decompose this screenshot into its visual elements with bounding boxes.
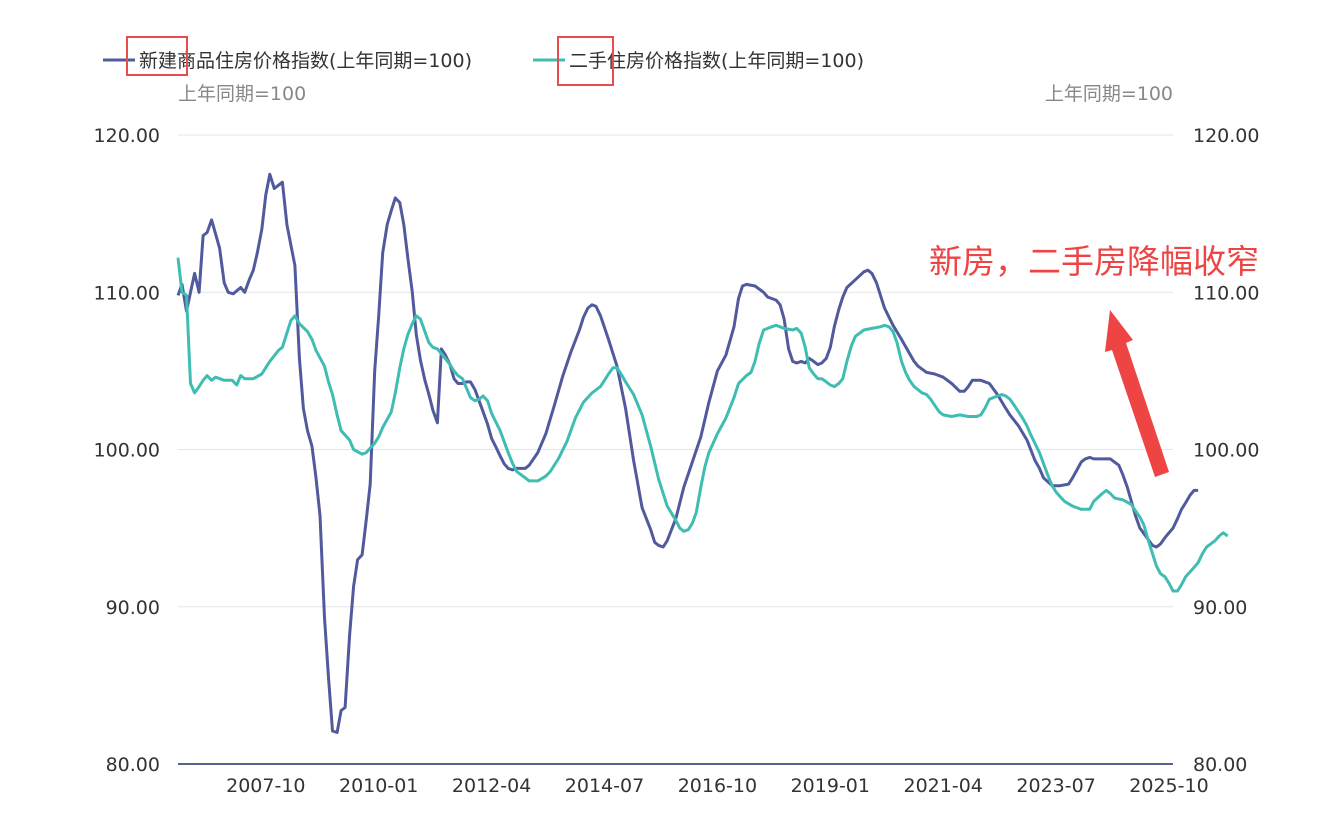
x-tick-label: 2021-04 (903, 775, 982, 797)
y-tick-label-right: 100.00 (1193, 440, 1259, 462)
legend-item-second-hand[interactable]: 二手住房价格指数(上年同期=100) (533, 36, 864, 86)
y-tick-label-left: 110.00 (94, 282, 160, 304)
y-axis-left-unit: 上年同期=100 (178, 83, 306, 105)
legend[interactable]: 新建商品住房价格指数(上年同期=100) 二手住房价格指数(上年同期=100) (103, 36, 864, 86)
y-tick-label-right: 90.00 (1193, 597, 1247, 619)
grid-lines (178, 134, 1173, 608)
x-tick-label: 2019-01 (791, 775, 870, 797)
y-axis-right: 120.00 110.00 100.00 90.00 80.00 (1193, 125, 1259, 776)
annotation: 新房，二手房降幅收窄 (929, 242, 1259, 477)
x-tick-label: 2007-10 (226, 775, 305, 797)
x-tick-label: 2012-04 (452, 775, 531, 797)
x-tick-label: 2010-01 (339, 775, 418, 797)
y-tick-label-left: 120.00 (94, 125, 160, 147)
highlight-box-new-house (126, 36, 188, 76)
x-axis: 2007-10 2010-01 2012-04 2014-07 2016-10 2019-… (226, 775, 1209, 797)
x-tick-label: 2016-10 (678, 775, 757, 797)
legend-label-second-hand: 二手住房价格指数(上年同期=100) (569, 50, 864, 72)
annotation-text: 新房，二手房降幅收窄 (929, 242, 1259, 281)
y-tick-label-right: 120.00 (1193, 125, 1259, 147)
y-tick-label-left: 100.00 (94, 440, 160, 462)
annotation-arrow (1105, 310, 1169, 477)
x-tick-label: 2014-07 (565, 775, 644, 797)
series-line-second-hand[interactable] (176, 257, 1229, 593)
y-tick-label-left: 80.00 (106, 754, 160, 776)
y-tick-label-left: 90.00 (106, 597, 160, 619)
legend-label-new-house: 新建商品住房价格指数(上年同期=100) (139, 50, 472, 72)
highlight-box-second-hand (557, 36, 614, 86)
y-axis-right-unit: 上年同期=100 (1045, 83, 1173, 105)
y-tick-label-right: 110.00 (1193, 282, 1259, 304)
series-layer (176, 172, 1229, 734)
y-tick-label-right: 80.00 (1193, 754, 1247, 776)
series-line-new-house[interactable] (176, 172, 1199, 734)
x-tick-label: 2023-07 (1016, 775, 1095, 797)
legend-item-new-house[interactable]: 新建商品住房价格指数(上年同期=100) (103, 36, 472, 76)
x-tick-label: 2025-10 (1129, 775, 1208, 797)
y-axis-left: 120.00 110.00 100.00 90.00 80.00 (94, 125, 160, 776)
